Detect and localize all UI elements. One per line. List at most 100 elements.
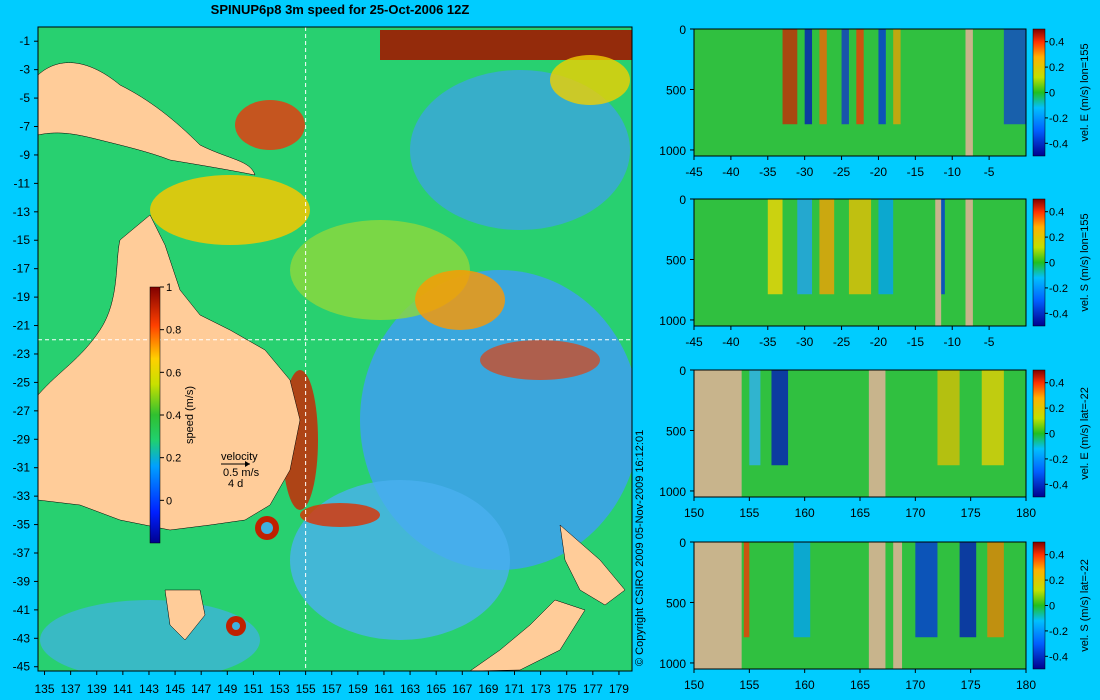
australia-landmass bbox=[38, 214, 301, 531]
section-velocity-stripe bbox=[1003, 29, 1026, 125]
map-x-tick-label: 147 bbox=[191, 682, 211, 696]
section-panel-2: -45 -40 -35 -30 -25 -20 -15 -10 -5 0 500 1000 0.4 0.2… bbox=[659, 193, 1091, 349]
map-x-tick-label: 139 bbox=[87, 682, 107, 696]
section-velocity-stripe bbox=[771, 370, 789, 466]
section-velocity-stripe bbox=[893, 29, 901, 125]
map-y-tick-label: -19 bbox=[13, 290, 31, 304]
section-x-tick-label: 170 bbox=[905, 506, 925, 520]
section-mask-strip bbox=[965, 29, 973, 156]
section-mask-strip bbox=[694, 542, 742, 669]
speed-colorbar-tick-label: 0.2 bbox=[166, 453, 181, 465]
map-y-tick-label: -21 bbox=[13, 319, 31, 333]
speed-colorbar-tick-label: 0.6 bbox=[166, 367, 181, 379]
section-colorbar-tick-label: 0.2 bbox=[1049, 62, 1064, 74]
velocity-key-arrowhead bbox=[245, 461, 250, 467]
section-colorbar-tick-label: 0.4 bbox=[1049, 550, 1064, 562]
section-mask-strip bbox=[935, 199, 942, 326]
speed-colorbar-tick-label: 0 bbox=[166, 495, 172, 507]
section-x-tick-label: 150 bbox=[684, 678, 704, 692]
map-y-tick-label: -39 bbox=[13, 574, 31, 588]
section-colorbar-tick-label: 0 bbox=[1049, 429, 1055, 441]
section-y-tick-label: 500 bbox=[666, 596, 686, 610]
speed-colorbar-tick-label: 0.8 bbox=[166, 325, 181, 337]
section-colorbar-tick-label: -0.2 bbox=[1049, 454, 1068, 466]
map-frame bbox=[37, 26, 633, 672]
section-colorbar bbox=[1032, 198, 1046, 327]
section-panels: -45 -40 -35 -30 -25 -20 -15 -10 -5 0 500 1000 0.4 0.2… bbox=[659, 23, 1091, 692]
speed-map: 135 137 139 141 143 145 147 149 151 153 155 157 159 1… bbox=[13, 26, 633, 696]
map-x-tick-label: 169 bbox=[478, 682, 498, 696]
section-colorbar-tick-label: 0 bbox=[1049, 601, 1055, 613]
section-colorbar bbox=[1032, 369, 1046, 498]
map-y-tick-label: -1 bbox=[19, 34, 30, 48]
map-x-tick-label: 141 bbox=[113, 682, 133, 696]
section-colorbar-tick-label: -0.2 bbox=[1049, 626, 1068, 638]
section-mask-strip bbox=[893, 542, 903, 669]
section-x-tick-label: 175 bbox=[961, 678, 981, 692]
map-x-ticks: 135 137 139 141 143 145 147 149 151 153 155 157 159 1… bbox=[35, 671, 629, 696]
section-x-tick-label: -15 bbox=[907, 165, 925, 179]
section-x-tick-label: -30 bbox=[796, 165, 814, 179]
section-y-tick-label: 500 bbox=[666, 253, 686, 267]
section-x-tick-label: -25 bbox=[833, 335, 851, 349]
section-y-tick-label: 0 bbox=[679, 364, 686, 378]
map-y-tick-label: -7 bbox=[19, 120, 30, 134]
section-panel-4: 150 155 160 165 170 175 180 0 500 1000 0.4 0.2 0 -0.2… bbox=[659, 536, 1091, 692]
section-velocity-stripe bbox=[749, 370, 761, 466]
map-x-tick-label: 171 bbox=[504, 682, 524, 696]
map-x-tick-label: 159 bbox=[348, 682, 368, 696]
map-x-tick-label: 145 bbox=[165, 682, 185, 696]
map-y-tick-label: -45 bbox=[13, 660, 31, 674]
section-x-tick-label: -45 bbox=[685, 165, 703, 179]
section-x-tick-label: 165 bbox=[850, 506, 870, 520]
section-x-tick-label: -35 bbox=[759, 165, 777, 179]
section-x-tick-label: -30 bbox=[796, 335, 814, 349]
section-colorbar-tick-label: -0.4 bbox=[1049, 479, 1068, 491]
velocity-key-label: velocity bbox=[221, 451, 258, 463]
map-x-tick-label: 161 bbox=[374, 682, 394, 696]
map-y-tick-label: -25 bbox=[13, 375, 31, 389]
section-y-tick-label: 1000 bbox=[659, 144, 686, 158]
map-y-tick-label: -23 bbox=[13, 347, 31, 361]
section-velocity-stripe bbox=[848, 199, 872, 295]
section-x-tick-label: 180 bbox=[1016, 506, 1036, 520]
map-y-tick-label: -43 bbox=[13, 631, 31, 645]
map-y-tick-label: -33 bbox=[13, 489, 31, 503]
section-colorbar-label: vel. E (m/s) lat=-22 bbox=[1079, 387, 1091, 480]
section-velocity-stripe bbox=[797, 199, 813, 295]
section-colorbar-tick-label: 0 bbox=[1049, 88, 1055, 100]
section-y-tick-label: 0 bbox=[679, 536, 686, 550]
tasmania-landmass bbox=[164, 589, 206, 641]
map-x-tick-label: 163 bbox=[400, 682, 420, 696]
section-velocity-stripe bbox=[878, 199, 894, 295]
map-x-tick-label: 151 bbox=[243, 682, 263, 696]
speed-colorbar-label: speed (m/s) bbox=[184, 386, 196, 444]
map-x-tick-label: 165 bbox=[426, 682, 446, 696]
section-x-tick-label: -15 bbox=[907, 335, 925, 349]
velocity-key-duration: 4 d bbox=[228, 478, 243, 490]
section-frame bbox=[693, 28, 1027, 157]
map-y-tick-label: -41 bbox=[13, 603, 31, 617]
map-x-tick-label: 153 bbox=[270, 682, 290, 696]
section-y-tick-label: 0 bbox=[679, 23, 686, 37]
section-velocity-stripe bbox=[743, 542, 750, 638]
map-y-tick-label: -9 bbox=[19, 148, 30, 162]
map-y-tick-label: -3 bbox=[19, 63, 30, 77]
section-x-tick-label: 155 bbox=[739, 506, 759, 520]
section-velocity-stripe bbox=[981, 370, 1004, 466]
section-x-tick-label: -35 bbox=[759, 335, 777, 349]
section-colorbar-tick-label: -0.2 bbox=[1049, 283, 1068, 295]
map-x-tick-label: 179 bbox=[609, 682, 629, 696]
section-x-tick-label: 165 bbox=[850, 678, 870, 692]
speed-colorbar-tick-label: 1 bbox=[166, 282, 172, 294]
speed-colorbar-ticks: 1 0.8 0.6 0.4 0.2 0 bbox=[160, 282, 181, 507]
section-y-tick-label: 1000 bbox=[659, 314, 686, 328]
map-y-tick-label: -13 bbox=[13, 205, 31, 219]
section-mask-strip bbox=[965, 199, 973, 326]
section-velocity-stripe bbox=[793, 542, 811, 638]
section-colorbar-tick-label: -0.4 bbox=[1049, 308, 1068, 320]
section-colorbar-tick-label: 0 bbox=[1049, 258, 1055, 270]
page-title: SPINUP6p8 3m speed for 25-Oct-2006 12Z bbox=[210, 2, 470, 17]
section-x-tick-label: -20 bbox=[870, 335, 888, 349]
